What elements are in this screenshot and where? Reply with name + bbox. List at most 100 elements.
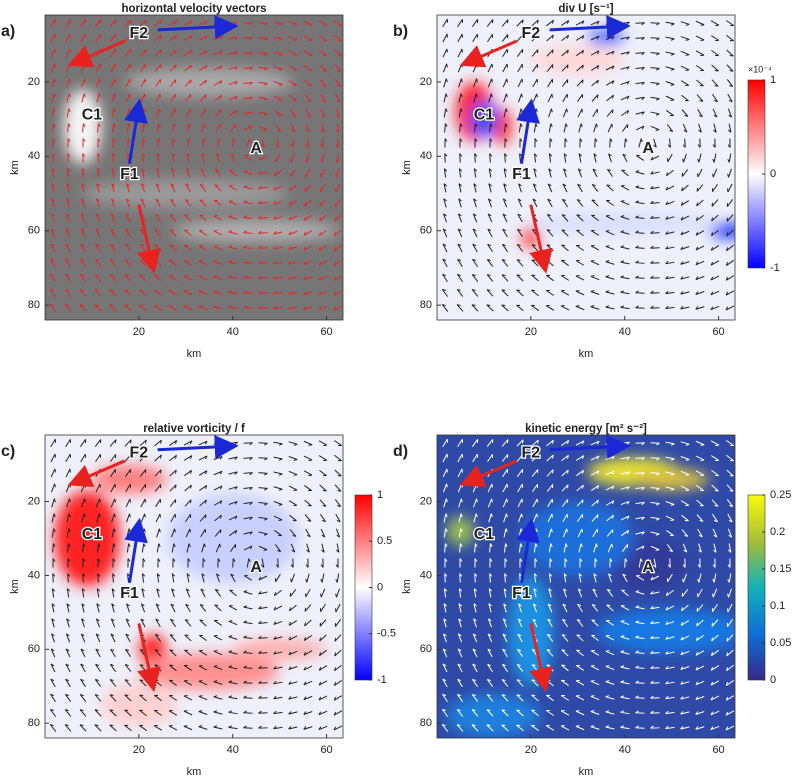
vector	[81, 93, 86, 103]
vector	[318, 20, 328, 26]
vector	[169, 440, 178, 446]
vector	[605, 290, 615, 295]
vector	[635, 52, 645, 56]
vector	[605, 620, 615, 626]
vector	[258, 230, 268, 234]
vector	[564, 558, 568, 568]
field-blob	[91, 464, 168, 495]
vector	[518, 543, 523, 553]
vector	[243, 695, 253, 699]
vector	[650, 260, 660, 264]
vector	[169, 454, 178, 462]
vector	[96, 513, 101, 523]
vector	[154, 484, 162, 492]
colorbar-tick-label: -0.5	[377, 628, 396, 640]
vector	[546, 64, 554, 72]
vector	[172, 138, 176, 148]
vector	[576, 469, 585, 477]
vector	[97, 558, 101, 568]
vector	[531, 304, 539, 311]
vector	[548, 588, 552, 598]
vector	[139, 454, 147, 462]
vector	[487, 483, 493, 493]
vector	[545, 725, 555, 731]
vector	[80, 439, 87, 447]
vector	[213, 215, 223, 221]
vector	[228, 680, 238, 685]
vector	[321, 123, 325, 133]
vector	[109, 243, 117, 252]
vector	[444, 153, 448, 163]
vector	[726, 454, 734, 462]
vector	[243, 516, 253, 521]
vector	[681, 529, 689, 537]
vector	[273, 636, 283, 640]
vector	[682, 153, 687, 163]
vector	[51, 108, 56, 118]
vector	[563, 573, 568, 583]
vector	[680, 65, 690, 71]
vector	[590, 275, 600, 281]
vector	[335, 543, 340, 553]
vector	[516, 34, 524, 42]
vector	[303, 245, 313, 251]
vector	[110, 48, 116, 58]
vector	[199, 94, 207, 102]
vector	[711, 619, 719, 627]
vector	[273, 680, 283, 685]
vector	[185, 513, 192, 523]
vector	[319, 94, 327, 103]
field	[437, 435, 735, 738]
vector	[711, 79, 719, 87]
vector	[96, 183, 100, 193]
field	[45, 15, 343, 320]
vector	[473, 93, 478, 103]
vector	[575, 290, 585, 296]
vector	[575, 665, 585, 671]
vector	[273, 501, 283, 506]
vector	[139, 49, 147, 57]
vector	[169, 634, 177, 642]
vector	[503, 123, 508, 133]
vector	[487, 228, 493, 238]
vector	[665, 81, 675, 86]
vector	[213, 710, 223, 715]
vector	[319, 619, 327, 627]
vector	[333, 260, 342, 266]
vector	[109, 289, 117, 297]
vector	[49, 288, 57, 297]
vector	[710, 290, 720, 296]
colorbar-tick-label: 0	[770, 168, 776, 180]
vector	[109, 304, 117, 312]
vector	[140, 78, 146, 88]
vector	[635, 22, 645, 26]
vector	[591, 485, 600, 491]
vector	[680, 291, 690, 295]
vector	[51, 213, 55, 223]
vector	[94, 439, 102, 447]
vector	[680, 261, 690, 265]
vector	[577, 603, 583, 613]
vector	[110, 633, 116, 643]
vector	[198, 275, 208, 281]
panel-label: c)	[1, 443, 15, 460]
vector	[576, 49, 585, 57]
vector	[501, 259, 509, 267]
vector	[697, 168, 703, 178]
vector	[153, 725, 163, 731]
vector	[243, 245, 253, 249]
vector	[590, 455, 600, 461]
vector	[139, 469, 147, 477]
vector	[243, 275, 253, 279]
vector	[81, 183, 85, 193]
x-tick-label: 20	[133, 326, 145, 338]
vector	[681, 169, 689, 177]
vector	[474, 558, 478, 568]
vector	[243, 710, 253, 714]
vector	[680, 500, 690, 506]
vector	[232, 558, 236, 568]
vector	[66, 588, 71, 598]
vector	[141, 123, 146, 133]
vector	[171, 573, 176, 583]
vector	[443, 183, 447, 193]
